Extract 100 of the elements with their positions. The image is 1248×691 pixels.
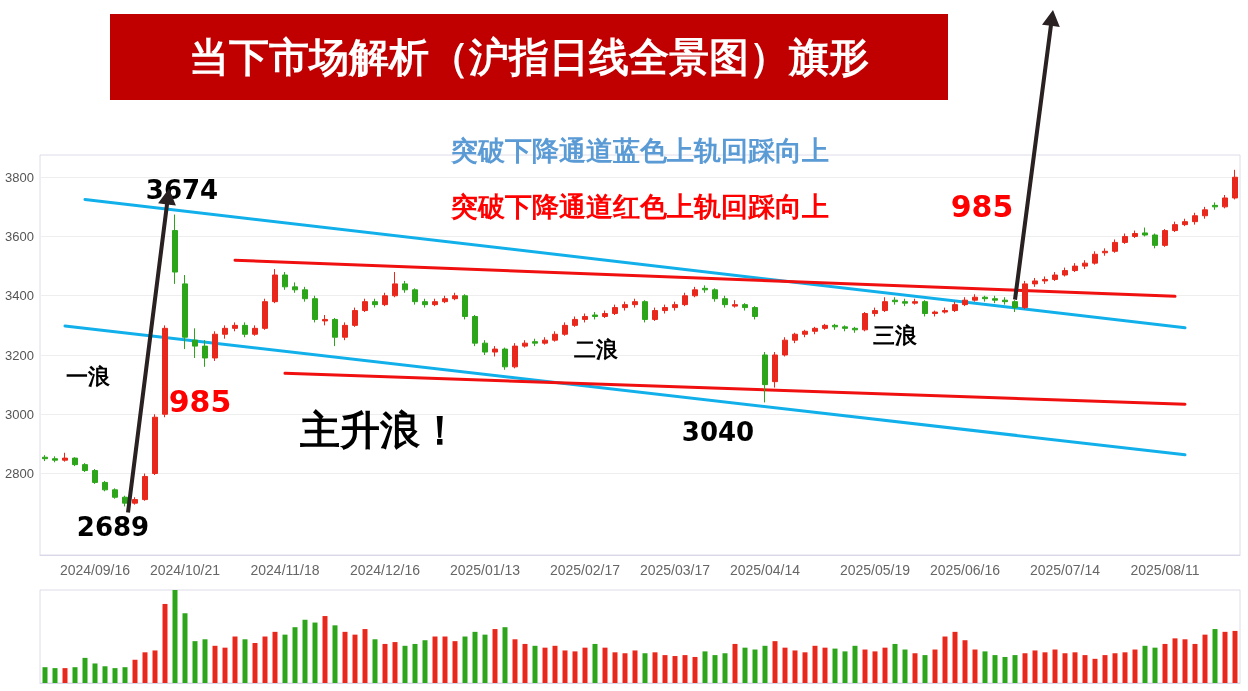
bar — [572, 651, 578, 683]
chart-title: 当下市场解析（沪指日线全景图）旗形 — [110, 14, 948, 100]
bar — [822, 647, 828, 683]
bar — [282, 634, 288, 683]
bar — [532, 645, 538, 683]
bar — [1032, 650, 1038, 683]
candlestick — [922, 299, 928, 317]
bar — [1152, 647, 1158, 683]
bar — [82, 657, 88, 683]
bar — [362, 629, 368, 683]
bar — [1172, 638, 1178, 683]
bar — [442, 636, 448, 683]
candlestick — [822, 323, 828, 331]
bar — [112, 668, 118, 683]
bar — [802, 652, 808, 683]
bar — [712, 655, 718, 683]
bar — [312, 622, 318, 683]
candlestick — [222, 324, 228, 340]
bar — [1062, 653, 1068, 683]
annotation: 3040 — [681, 417, 755, 447]
bar — [1102, 655, 1108, 683]
bar — [772, 641, 778, 683]
bar — [942, 636, 948, 683]
candlestick — [202, 339, 208, 368]
x-tick-label: 2024/12/16 — [349, 562, 421, 578]
bar — [302, 619, 308, 683]
bar — [652, 652, 658, 683]
bar — [232, 636, 238, 683]
bar — [1192, 643, 1198, 683]
candlestick — [402, 280, 408, 294]
bar — [182, 613, 188, 683]
candlestick — [482, 339, 488, 356]
bar — [342, 631, 348, 683]
bar — [1182, 639, 1188, 683]
y-tick-label: 3000 — [5, 406, 34, 422]
bar — [1142, 645, 1148, 683]
candlestick — [272, 268, 278, 304]
candlestick — [392, 271, 398, 298]
bar — [102, 666, 108, 683]
candlestick — [962, 296, 968, 307]
candlestick — [712, 287, 718, 303]
bar — [482, 634, 488, 683]
bar — [742, 647, 748, 683]
x-tick-label: 2024/10/21 — [149, 562, 221, 578]
bar — [592, 643, 598, 683]
candlestick — [1202, 206, 1208, 220]
bar — [552, 645, 558, 683]
bar — [1122, 652, 1128, 683]
candlestick — [52, 455, 58, 463]
candlestick — [1022, 280, 1028, 310]
candlestick — [702, 284, 708, 294]
candlestick — [72, 456, 78, 467]
bar — [72, 667, 78, 683]
candlestick — [1182, 218, 1188, 227]
candlestick — [242, 321, 248, 338]
bar — [602, 647, 608, 683]
bar — [882, 647, 888, 683]
bar — [1002, 656, 1008, 683]
candlestick — [472, 314, 478, 347]
y-tick-label: 3600 — [5, 228, 34, 244]
candlestick — [342, 321, 348, 341]
candlestick — [1212, 201, 1218, 211]
bar — [132, 659, 138, 683]
candlestick — [1042, 275, 1048, 285]
candlestick — [282, 271, 288, 291]
candlestick — [362, 298, 368, 313]
candlestick — [1002, 296, 1008, 306]
candlestick — [112, 487, 118, 500]
candlestick — [792, 332, 798, 344]
candlestick — [102, 480, 108, 492]
candlestick — [862, 311, 868, 332]
candlestick — [1012, 299, 1018, 313]
candlestick — [552, 330, 558, 343]
bar — [1222, 631, 1228, 683]
candlestick — [1072, 262, 1078, 273]
candlestick — [632, 298, 638, 309]
candlestick — [562, 321, 568, 337]
bar — [1072, 652, 1078, 683]
candlestick — [872, 307, 878, 317]
bar — [732, 643, 738, 683]
y-tick-label: 2800 — [5, 466, 34, 482]
bar — [332, 625, 338, 683]
candlestick — [252, 324, 258, 337]
bar — [872, 651, 878, 683]
bar — [812, 645, 818, 683]
candlestick — [422, 298, 428, 309]
bar — [932, 649, 938, 683]
candlestick — [332, 317, 338, 347]
candlestick — [192, 327, 198, 359]
candlestick — [1142, 227, 1148, 237]
candlestick — [142, 473, 148, 502]
bar — [982, 651, 988, 683]
candlestick — [572, 315, 578, 328]
candlestick — [782, 336, 788, 357]
bar — [522, 643, 528, 683]
bar — [632, 650, 638, 683]
bar — [752, 649, 758, 683]
candlestick — [1232, 169, 1238, 200]
bar — [952, 631, 958, 683]
bar — [902, 649, 908, 683]
